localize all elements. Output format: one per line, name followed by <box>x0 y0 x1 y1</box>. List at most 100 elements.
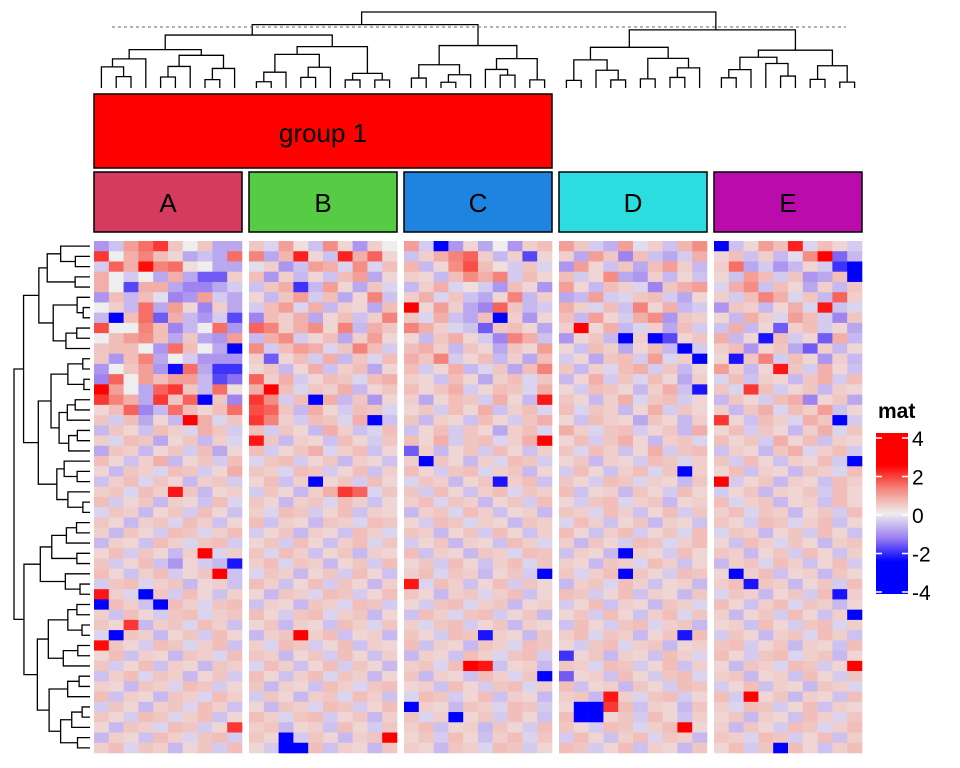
heatmap-cell <box>773 537 789 549</box>
heatmap-cell <box>492 548 508 559</box>
heatmap-cell <box>249 589 265 600</box>
heatmap-cell <box>337 497 353 508</box>
heatmap-cell <box>603 619 619 631</box>
heatmap-cell <box>367 486 383 498</box>
heatmap-cell <box>478 374 494 385</box>
heatmap-cell <box>603 640 619 651</box>
heatmap-cell <box>463 435 479 447</box>
heatmap-cell <box>492 691 508 703</box>
heatmap-cell <box>847 241 863 252</box>
heatmap-cell <box>352 343 368 354</box>
heatmap-cell <box>677 415 693 426</box>
heatmap-cell <box>618 630 634 641</box>
heatmap-cell <box>507 353 523 365</box>
heatmap-cell <box>227 261 243 273</box>
heatmap-cell <box>448 343 464 354</box>
heatmap-cell <box>448 435 464 447</box>
heatmap-cell <box>212 681 228 692</box>
heatmap-cell <box>182 609 198 621</box>
heatmap-cell <box>714 292 730 303</box>
heatmap-cell <box>802 261 818 273</box>
heatmap-cell <box>182 435 198 447</box>
heatmap-cell <box>123 394 139 406</box>
heatmap-cell <box>847 394 863 406</box>
heatmap-cell <box>418 558 434 569</box>
heatmap-cell <box>714 537 730 549</box>
heatmap-cell <box>382 568 398 580</box>
heatmap-cell <box>603 537 619 549</box>
heatmap-cell <box>788 619 804 631</box>
heatmap-cell <box>278 281 294 293</box>
heatmap-cell <box>337 466 353 477</box>
heatmap-cell <box>263 548 279 559</box>
heatmap-cell <box>573 384 589 395</box>
heatmap-cell <box>802 374 818 385</box>
heatmap-cell <box>832 681 848 692</box>
heatmap-cell <box>418 497 434 508</box>
heatmap-cell <box>832 558 848 569</box>
heatmap-cell <box>94 568 110 580</box>
heatmap-cell <box>633 527 649 539</box>
heatmap-cell <box>507 609 523 621</box>
heatmap-cell <box>123 486 139 498</box>
heatmap-cell <box>714 281 730 293</box>
heatmap-cell <box>293 568 309 580</box>
heatmap-cell <box>308 701 324 713</box>
heatmap-cell <box>404 322 420 334</box>
heatmap-cell <box>94 609 110 621</box>
heatmap-cell <box>692 671 708 682</box>
heatmap-cell <box>108 589 124 600</box>
heatmap-cell <box>537 599 553 610</box>
heatmap-cell <box>522 609 538 621</box>
heatmap-cell <box>212 701 228 713</box>
heatmap-cell <box>773 292 789 303</box>
heatmap-cell <box>573 302 589 313</box>
heatmap-cell <box>603 241 619 252</box>
heatmap-cell <box>382 527 398 539</box>
heatmap-cell <box>492 517 508 529</box>
heatmap-cell <box>168 343 184 354</box>
heatmap-cell <box>743 363 759 375</box>
heatmap-cell <box>433 548 449 559</box>
heatmap-cell <box>382 404 398 416</box>
heatmap-cell <box>618 599 634 610</box>
heatmap-cell <box>559 456 575 467</box>
heatmap-cell <box>463 681 479 692</box>
heatmap-cell <box>677 466 693 477</box>
heatmap-cell <box>714 466 730 477</box>
heatmap-cell <box>662 404 678 416</box>
heatmap-cell <box>788 507 804 518</box>
heatmap-cell <box>418 619 434 631</box>
heatmap-cell <box>817 568 833 580</box>
heatmap-cell <box>337 630 353 641</box>
heatmap-cell <box>714 312 730 324</box>
heatmap-cell <box>662 589 678 600</box>
heatmap-cell <box>382 681 398 692</box>
heatmap-cell <box>278 374 294 385</box>
heatmap-cell <box>263 742 279 754</box>
heatmap-cell <box>263 251 279 262</box>
heatmap-cell <box>448 527 464 539</box>
heatmap-cell <box>227 507 243 518</box>
heatmap-cell <box>788 660 804 672</box>
heatmap-cell <box>522 568 538 580</box>
heatmap-cell <box>647 527 663 539</box>
heatmap-cell <box>478 548 494 559</box>
slice-label: B <box>314 188 331 218</box>
heatmap-cell <box>817 712 833 723</box>
heatmap-cell <box>478 701 494 713</box>
heatmap-cell <box>788 415 804 426</box>
heatmap-cell <box>433 322 449 334</box>
heatmap-cell <box>603 445 619 457</box>
heatmap-cell <box>108 630 124 641</box>
heatmap-cell <box>108 322 124 334</box>
heatmap-cell <box>227 671 243 682</box>
heatmap-cell <box>448 630 464 641</box>
heatmap-cell <box>153 568 169 580</box>
heatmap-cell <box>227 527 243 539</box>
heatmap-cell <box>308 384 324 395</box>
heatmap-cell <box>94 415 110 426</box>
heatmap-cell <box>773 435 789 447</box>
heatmap-cell <box>382 722 398 733</box>
heatmap-cell <box>418 241 434 252</box>
